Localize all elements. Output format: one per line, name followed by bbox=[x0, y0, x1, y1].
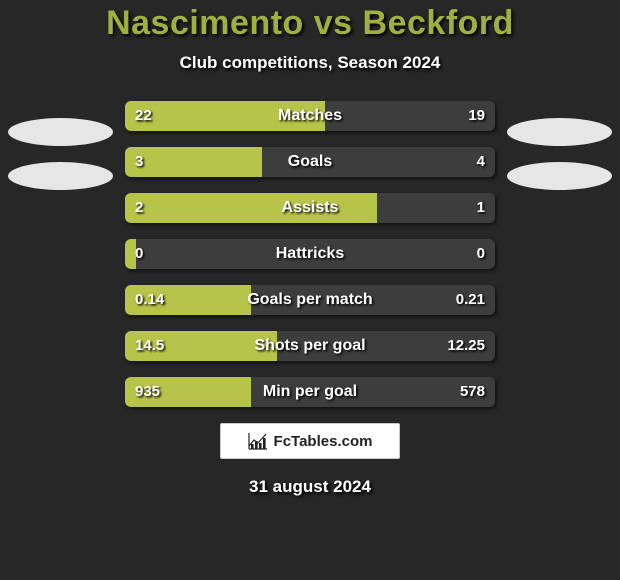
chart-icon bbox=[248, 432, 268, 450]
player1-photo bbox=[8, 118, 113, 188]
stat-row: 3Goals4 bbox=[125, 147, 495, 177]
stat-value-right: 12.25 bbox=[447, 331, 485, 361]
player1-name: Nascimento bbox=[106, 4, 304, 42]
stat-row: 22Matches19 bbox=[125, 101, 495, 131]
stat-row: 0Hattricks0 bbox=[125, 239, 495, 269]
stat-label: Goals bbox=[125, 147, 495, 177]
source-badge: FcTables.com bbox=[220, 423, 400, 459]
photo-placeholder-ellipse bbox=[8, 162, 113, 190]
stat-value-right: 578 bbox=[460, 377, 485, 407]
stat-row: 935Min per goal578 bbox=[125, 377, 495, 407]
vs-separator: vs bbox=[314, 4, 353, 42]
stat-label: Assists bbox=[125, 193, 495, 223]
photo-placeholder-ellipse bbox=[507, 118, 612, 146]
stat-value-right: 19 bbox=[468, 101, 485, 131]
stat-label: Shots per goal bbox=[125, 331, 495, 361]
stat-value-right: 1 bbox=[477, 193, 485, 223]
player2-photo bbox=[507, 118, 612, 188]
stat-value-right: 4 bbox=[477, 147, 485, 177]
stat-label: Hattricks bbox=[125, 239, 495, 269]
footer-date: 31 august 2024 bbox=[0, 477, 620, 497]
photo-placeholder-ellipse bbox=[507, 162, 612, 190]
stat-label: Goals per match bbox=[125, 285, 495, 315]
source-badge-text: FcTables.com bbox=[274, 433, 373, 450]
stat-label: Matches bbox=[125, 101, 495, 131]
stat-row: 2Assists1 bbox=[125, 193, 495, 223]
comparison-title: Nascimento vs Beckford bbox=[0, 4, 620, 43]
comparison-subtitle: Club competitions, Season 2024 bbox=[0, 53, 620, 73]
player2-name: Beckford bbox=[363, 4, 514, 42]
stat-value-right: 0.21 bbox=[456, 285, 485, 315]
stat-row: 14.5Shots per goal12.25 bbox=[125, 331, 495, 361]
stat-row: 0.14Goals per match0.21 bbox=[125, 285, 495, 315]
stat-label: Min per goal bbox=[125, 377, 495, 407]
stat-bars-container: 22Matches19 3Goals4 2Assists1 0Hattricks0 0.… bbox=[125, 101, 495, 407]
photo-placeholder-ellipse bbox=[8, 118, 113, 146]
stat-value-right: 0 bbox=[477, 239, 485, 269]
